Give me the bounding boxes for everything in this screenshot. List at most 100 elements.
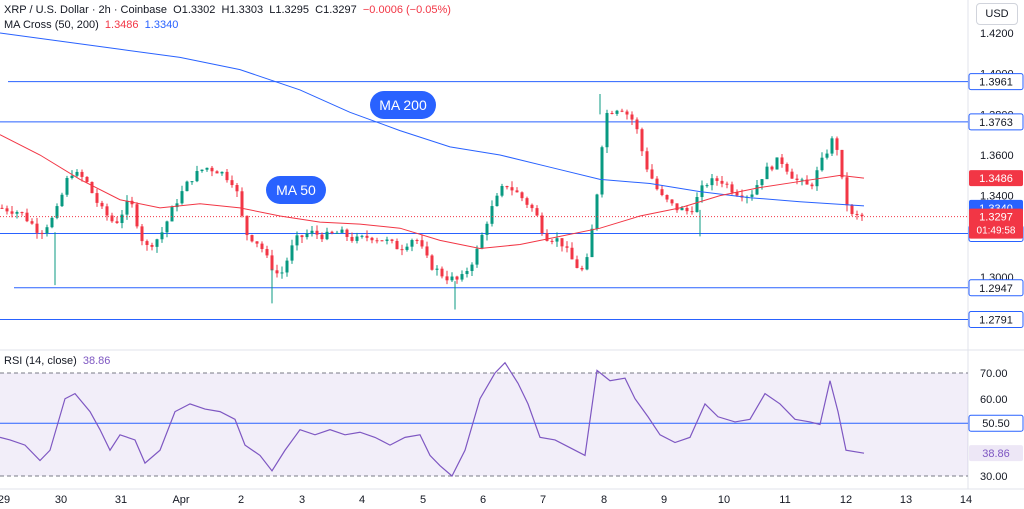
candle-body[interactable]: [350, 236, 354, 241]
candle-body[interactable]: [735, 192, 739, 196]
candle-body[interactable]: [625, 111, 629, 115]
candle-body[interactable]: [135, 204, 139, 227]
candle-body[interactable]: [800, 179, 804, 181]
candle-body[interactable]: [570, 247, 574, 260]
candle-body[interactable]: [470, 264, 474, 272]
candle-body[interactable]: [160, 232, 164, 240]
candle-body[interactable]: [515, 190, 519, 193]
candle-body[interactable]: [505, 186, 509, 188]
candle-body[interactable]: [260, 243, 264, 250]
candle-body[interactable]: [720, 180, 724, 184]
candle-body[interactable]: [495, 195, 499, 207]
candle-body[interactable]: [75, 171, 79, 176]
candle-body[interactable]: [635, 119, 639, 130]
candle-body[interactable]: [285, 260, 289, 273]
candle-body[interactable]: [55, 206, 59, 218]
candle-body[interactable]: [700, 185, 704, 198]
candle-body[interactable]: [210, 167, 214, 172]
candle-body[interactable]: [580, 267, 584, 270]
candle-body[interactable]: [375, 240, 379, 242]
candle-body[interactable]: [420, 240, 424, 247]
horizontal-level-tag[interactable]: [968, 73, 1024, 91]
candle-body[interactable]: [670, 199, 674, 204]
candle-body[interactable]: [725, 183, 729, 185]
main-pane[interactable]: MA 200 MA 50: [0, 0, 1024, 490]
candle-body[interactable]: [540, 215, 544, 234]
candle-body[interactable]: [565, 246, 569, 248]
candle-body[interactable]: [820, 157, 824, 171]
candle-body[interactable]: [215, 171, 219, 174]
candle-body[interactable]: [175, 203, 179, 208]
candle-body[interactable]: [250, 235, 254, 242]
ma200-line[interactable]: [0, 32, 865, 207]
candle-body[interactable]: [795, 178, 799, 180]
candle-body[interactable]: [240, 191, 244, 216]
candle-body[interactable]: [845, 177, 849, 206]
candle-body[interactable]: [80, 171, 84, 177]
candle-body[interactable]: [270, 255, 274, 271]
candle-body[interactable]: [500, 186, 504, 196]
candle-body[interactable]: [660, 189, 664, 196]
candle-body[interactable]: [340, 229, 344, 233]
candle-body[interactable]: [395, 240, 399, 250]
candle-body[interactable]: [770, 166, 774, 170]
candle-body[interactable]: [290, 245, 294, 261]
candle-body[interactable]: [790, 171, 794, 179]
candle-body[interactable]: [460, 274, 464, 280]
candle-body[interactable]: [15, 212, 19, 214]
candle-body[interactable]: [265, 249, 269, 256]
candle-body[interactable]: [600, 147, 604, 195]
candle-body[interactable]: [435, 268, 439, 270]
candle-body[interactable]: [815, 170, 819, 187]
candle-body[interactable]: [525, 198, 529, 205]
candle-body[interactable]: [475, 248, 479, 265]
candle-body[interactable]: [320, 234, 324, 240]
candle-body[interactable]: [655, 178, 659, 190]
candle-body[interactable]: [45, 227, 49, 234]
candle-body[interactable]: [620, 110, 624, 112]
candle-body[interactable]: [510, 187, 514, 191]
candle-body[interactable]: [610, 112, 614, 114]
candle-body[interactable]: [585, 257, 589, 270]
candle-body[interactable]: [30, 221, 34, 224]
candle-body[interactable]: [95, 193, 99, 203]
candle-body[interactable]: [530, 204, 534, 209]
candle-body[interactable]: [110, 215, 114, 222]
candle-body[interactable]: [490, 206, 494, 224]
candle-body[interactable]: [410, 240, 414, 247]
candle-body[interactable]: [810, 184, 814, 187]
candle-body[interactable]: [180, 191, 184, 204]
candle-body[interactable]: [165, 221, 169, 233]
candle-body[interactable]: [85, 176, 89, 182]
currency-button[interactable]: USD: [976, 3, 1018, 25]
candle-body[interactable]: [535, 208, 539, 216]
candle-body[interactable]: [10, 211, 14, 214]
rsi-pane[interactable]: [0, 361, 968, 477]
candle-body[interactable]: [305, 233, 309, 238]
candle-body[interactable]: [850, 205, 854, 214]
candle-body[interactable]: [355, 236, 359, 241]
rsi-line[interactable]: [0, 361, 865, 477]
candle-body[interactable]: [275, 270, 279, 274]
candle-body[interactable]: [0, 207, 4, 209]
candle-body[interactable]: [595, 194, 599, 229]
candle-body[interactable]: [405, 246, 409, 250]
candle-body[interactable]: [755, 185, 759, 195]
candle-body[interactable]: [310, 230, 314, 234]
candle-body[interactable]: [65, 177, 69, 195]
candle-body[interactable]: [680, 207, 684, 211]
candle-body[interactable]: [20, 212, 24, 214]
candle-body[interactable]: [345, 229, 349, 237]
candle-body[interactable]: [145, 241, 149, 245]
candle-body[interactable]: [765, 166, 769, 180]
candle-body[interactable]: [70, 175, 74, 178]
candle-body[interactable]: [520, 192, 524, 199]
candle-body[interactable]: [555, 238, 559, 242]
candle-body[interactable]: [775, 157, 779, 170]
candle-body[interactable]: [805, 179, 809, 185]
candle-body[interactable]: [225, 171, 229, 181]
candle-body[interactable]: [325, 231, 329, 240]
candle-body[interactable]: [665, 195, 669, 200]
horizontal-level-tag[interactable]: [968, 279, 1024, 297]
